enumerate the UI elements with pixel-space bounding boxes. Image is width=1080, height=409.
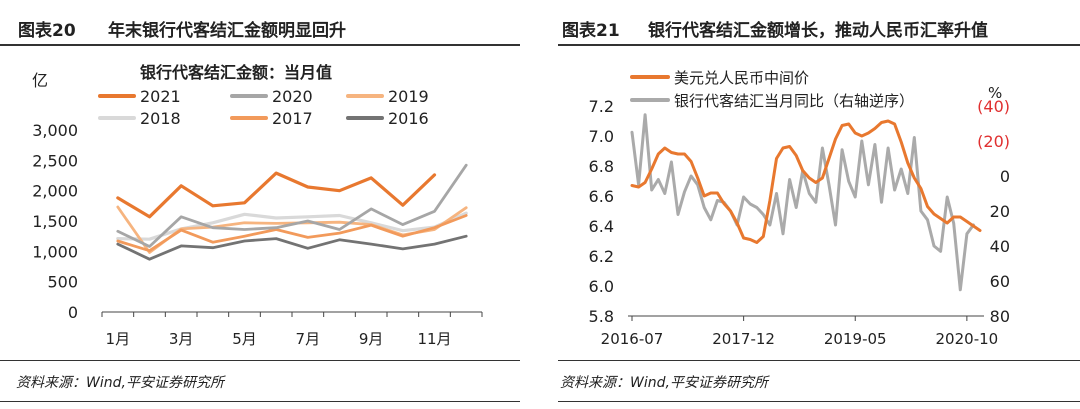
left-legend-label-2016: 2016 bbox=[388, 109, 429, 128]
right-left-y-tick-label: 7.2 bbox=[589, 97, 614, 116]
left-y-tick-label: 500 bbox=[47, 273, 78, 292]
left-x-tick-label: 3月 bbox=[169, 330, 194, 348]
right-right-y-tick-label: 20 bbox=[990, 202, 1010, 221]
left-series-line-2018 bbox=[116, 211, 468, 241]
right-legend-label-orange: 美元兑人民币中间价 bbox=[674, 69, 809, 87]
left-legend-label-2020: 2020 bbox=[272, 87, 313, 106]
left-chart-panel: 图表20 年末银行代客结汇金额明显回升 银行代客结汇金额：当月值 亿 0 500 1… bbox=[0, 0, 520, 409]
left-y-tick-label: 3,000 bbox=[32, 121, 78, 140]
right-left-y-tick-label: 7.0 bbox=[589, 127, 614, 146]
right-right-y-tick-label: 40 bbox=[990, 237, 1010, 256]
left-source-text: 资料来源：Wind,平安证券研究所 bbox=[16, 375, 224, 391]
left-chart-title: 年末银行代客结汇金额明显回升 bbox=[108, 21, 346, 41]
right-right-y-tick-label: (20) bbox=[977, 132, 1010, 151]
left-chart-subtitle: 银行代客结汇金额：当月值 bbox=[140, 63, 332, 82]
right-series-line-orange bbox=[630, 119, 982, 244]
left-series-line-2021 bbox=[116, 171, 437, 219]
right-right-y-tick-label: 60 bbox=[990, 272, 1010, 291]
left-y-tick-label: 2,500 bbox=[32, 151, 78, 170]
left-y-axis-label: 亿 bbox=[32, 71, 48, 90]
right-source-text: 资料来源：Wind,平安证券研究所 bbox=[560, 375, 768, 391]
left-series-line-2020 bbox=[116, 163, 468, 248]
left-source-bar: 资料来源：Wind,平安证券研究所 bbox=[0, 360, 520, 402]
right-chart-panel: 图表21 银行代客结汇金额增长，推动人民币汇率升值 % 5.8 6.0 6.2 6.4… bbox=[558, 0, 1080, 409]
right-left-y-tick-label: 6.0 bbox=[589, 277, 614, 296]
right-right-y-tick-label: 0 bbox=[1000, 167, 1010, 186]
left-x-tick-label: 1月 bbox=[106, 330, 131, 348]
right-source-bar: 资料来源：Wind,平安证券研究所 bbox=[558, 360, 1080, 402]
left-chart-title-bar: 图表20 年末银行代客结汇金额明显回升 bbox=[0, 8, 520, 46]
right-left-y-tick-label: 6.6 bbox=[589, 187, 614, 206]
left-figure-label: 图表20 bbox=[18, 21, 76, 41]
right-x-tick-label: 2016-07 bbox=[601, 330, 664, 348]
left-legend-label-2021: 2021 bbox=[140, 87, 181, 106]
right-series-line-grey bbox=[630, 113, 975, 292]
left-x-tick-label: 9月 bbox=[359, 330, 384, 348]
right-figure-label: 图表21 bbox=[562, 21, 620, 41]
left-chart-svg: 银行代客结汇金额：当月值 亿 0 500 1,000 1,500 2,000 2,500 3… bbox=[32, 63, 483, 348]
right-right-y-tick-label: 80 bbox=[990, 307, 1010, 326]
right-x-tick-label: 2017-12 bbox=[712, 330, 775, 348]
right-axis-unit: % bbox=[988, 84, 1002, 102]
right-legend-label-grey: 银行代客结汇当月同比（右轴逆序） bbox=[674, 92, 914, 110]
right-left-y-tick-label: 6.2 bbox=[589, 247, 614, 266]
left-x-tick-label: 5月 bbox=[232, 330, 257, 348]
right-right-y-tick-label: (40) bbox=[977, 97, 1010, 116]
left-y-tick-label: 0 bbox=[68, 303, 78, 322]
left-series-line-2016 bbox=[116, 234, 468, 261]
left-x-tick-label: 11月 bbox=[417, 330, 451, 348]
right-left-y-tick-label: 6.4 bbox=[589, 217, 614, 236]
left-legend-label-2019: 2019 bbox=[388, 87, 429, 106]
right-x-tick-label: 2019-05 bbox=[824, 330, 887, 348]
left-x-tick-label: 7月 bbox=[296, 330, 321, 348]
left-y-tick-label: 2,000 bbox=[32, 182, 78, 201]
right-x-tick-label: 2020-10 bbox=[936, 330, 999, 348]
left-y-tick-label: 1,000 bbox=[32, 242, 78, 261]
right-left-y-tick-label: 5.8 bbox=[589, 307, 614, 326]
left-y-tick-label: 1,500 bbox=[32, 212, 78, 231]
right-left-y-tick-label: 6.8 bbox=[589, 157, 614, 176]
right-chart-svg: % 5.8 6.0 6.2 6.4 6.6 6.8 7.0 7.2 (40) (20) 0 20 40 6… bbox=[589, 69, 1010, 348]
right-chart-title-bar: 图表21 银行代客结汇金额增长，推动人民币汇率升值 bbox=[558, 8, 1080, 46]
right-chart-title: 银行代客结汇金额增长，推动人民币汇率升值 bbox=[648, 21, 988, 41]
left-series-line-2017 bbox=[116, 214, 468, 253]
left-legend-label-2018: 2018 bbox=[140, 109, 181, 128]
left-legend-label-2017: 2017 bbox=[272, 109, 313, 128]
